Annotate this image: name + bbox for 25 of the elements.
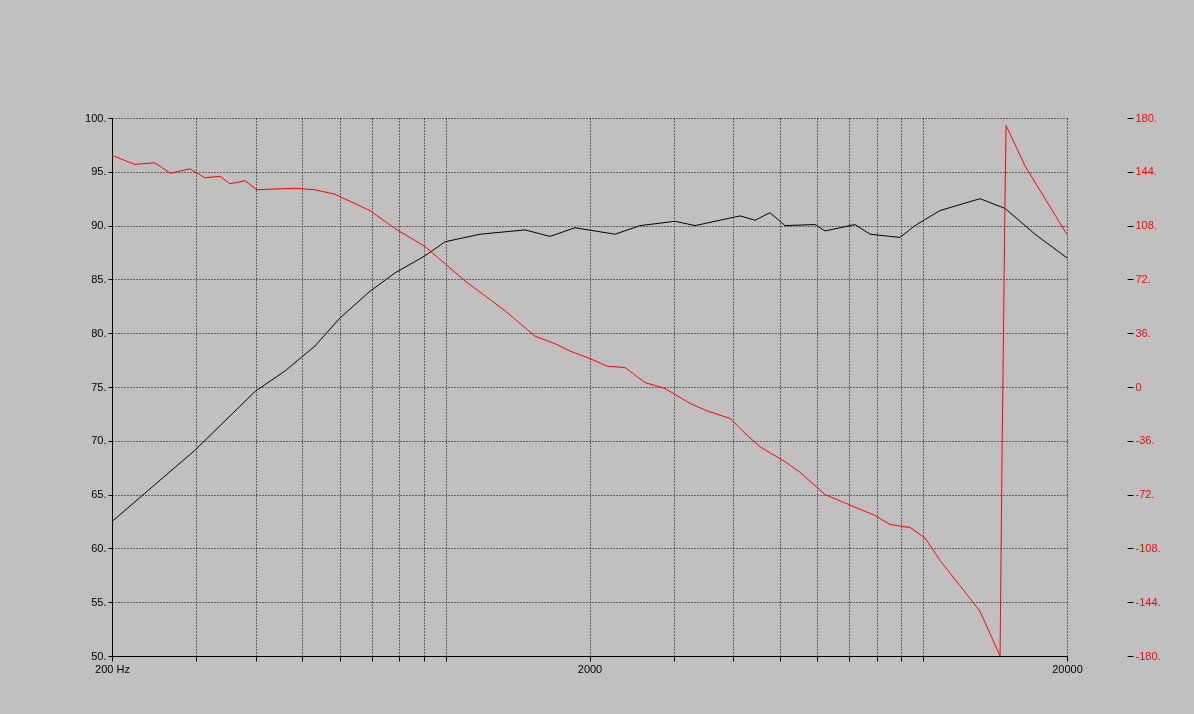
x-tick-label: 20000 (1052, 662, 1083, 675)
x-tick-label: 2000 (577, 662, 603, 675)
y2-tick-label: -72. (1135, 488, 1155, 501)
y2-tick-label: 108. (1135, 219, 1157, 232)
y-tick-label: 50. (91, 649, 107, 662)
y-tick-label: 65. (91, 488, 107, 501)
y2-tick-label: 36. (1135, 326, 1151, 339)
y2-tick-label: -144. (1135, 595, 1161, 608)
y-tick-label: 80. (91, 326, 107, 339)
y2-tick-label: 180. (1135, 111, 1157, 124)
y2-tick-label: -36. (1135, 434, 1155, 447)
x-tick-label: 200 Hz (95, 662, 130, 675)
y-tick-label: 60. (91, 541, 107, 554)
y-tick-label: 95. (91, 165, 107, 178)
y-tick-label: 70. (91, 434, 107, 447)
y2-tick-label: 72. (1135, 272, 1151, 285)
y-tick-label: 75. (91, 380, 107, 393)
y2-tick-label: 0 (1135, 380, 1142, 393)
y-tick-label: 55. (91, 595, 107, 608)
y-tick-label: 100. (85, 111, 107, 124)
y-tick-label: 90. (91, 219, 107, 232)
y2-tick-label: 144. (1135, 165, 1157, 178)
y-tick-label: 85. (91, 272, 107, 285)
y2-tick-label: -108. (1135, 541, 1161, 554)
y2-tick-label: -180. (1135, 649, 1161, 662)
